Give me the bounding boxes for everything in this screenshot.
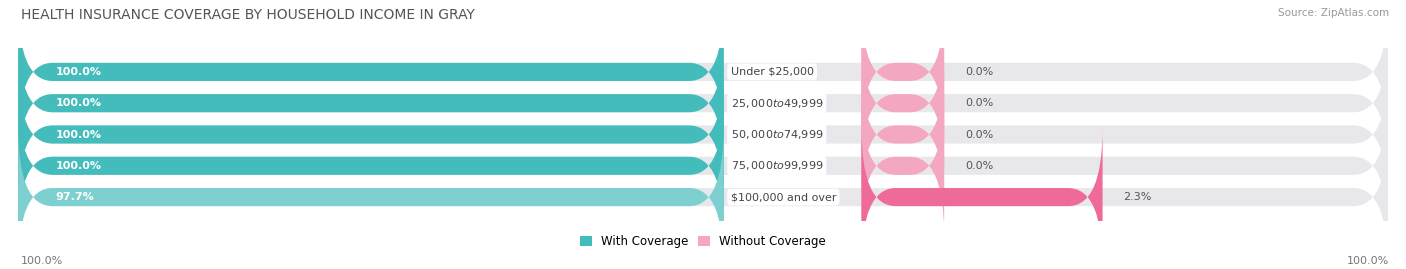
Text: Source: ZipAtlas.com: Source: ZipAtlas.com	[1278, 8, 1389, 18]
Text: 100.0%: 100.0%	[55, 129, 101, 140]
Text: 2.3%: 2.3%	[1123, 192, 1152, 202]
Text: 0.0%: 0.0%	[965, 98, 993, 108]
FancyBboxPatch shape	[18, 128, 724, 266]
Text: 0.0%: 0.0%	[965, 129, 993, 140]
Text: $100,000 and over: $100,000 and over	[731, 192, 837, 202]
Text: $25,000 to $49,999: $25,000 to $49,999	[731, 97, 823, 110]
FancyBboxPatch shape	[18, 97, 1388, 235]
Text: 100.0%: 100.0%	[55, 98, 101, 108]
Text: 0.0%: 0.0%	[965, 67, 993, 77]
FancyBboxPatch shape	[18, 65, 1388, 204]
Text: 100.0%: 100.0%	[1347, 256, 1389, 266]
FancyBboxPatch shape	[18, 128, 1388, 266]
Legend: With Coverage, Without Coverage: With Coverage, Without Coverage	[575, 230, 831, 253]
Text: 100.0%: 100.0%	[21, 256, 63, 266]
FancyBboxPatch shape	[862, 128, 1102, 266]
Text: 97.7%: 97.7%	[55, 192, 94, 202]
FancyBboxPatch shape	[862, 97, 945, 235]
Text: $75,000 to $99,999: $75,000 to $99,999	[731, 159, 823, 172]
FancyBboxPatch shape	[18, 65, 724, 204]
FancyBboxPatch shape	[18, 3, 724, 141]
Text: Under $25,000: Under $25,000	[731, 67, 814, 77]
FancyBboxPatch shape	[18, 34, 724, 172]
FancyBboxPatch shape	[18, 3, 1388, 141]
FancyBboxPatch shape	[18, 97, 724, 235]
Text: $50,000 to $74,999: $50,000 to $74,999	[731, 128, 823, 141]
FancyBboxPatch shape	[18, 34, 1388, 172]
FancyBboxPatch shape	[862, 65, 945, 204]
Text: 100.0%: 100.0%	[55, 161, 101, 171]
Text: HEALTH INSURANCE COVERAGE BY HOUSEHOLD INCOME IN GRAY: HEALTH INSURANCE COVERAGE BY HOUSEHOLD I…	[21, 8, 475, 22]
FancyBboxPatch shape	[862, 3, 945, 141]
FancyBboxPatch shape	[862, 34, 945, 172]
Text: 100.0%: 100.0%	[55, 67, 101, 77]
Text: 0.0%: 0.0%	[965, 161, 993, 171]
